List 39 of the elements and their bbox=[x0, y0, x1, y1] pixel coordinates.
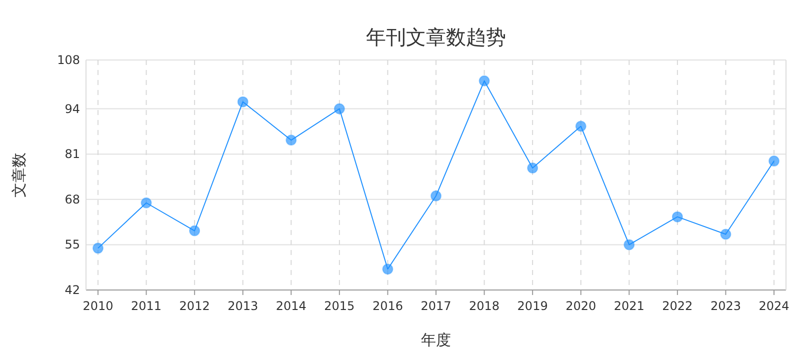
chart-title: 年刊文章数趋势 bbox=[366, 25, 506, 49]
point bbox=[382, 264, 394, 275]
y-tick-label: 55 bbox=[64, 238, 80, 252]
x-tick-label: 2015 bbox=[324, 299, 355, 313]
x-tick-label: 2024 bbox=[758, 299, 790, 313]
y-axis-title: 文章数 bbox=[10, 152, 28, 198]
x-tick-label: 2013 bbox=[228, 299, 258, 313]
point bbox=[527, 162, 538, 174]
point bbox=[189, 225, 200, 236]
point bbox=[140, 197, 152, 208]
x-tick-label: 2014 bbox=[276, 299, 306, 313]
y-tick-label: 42 bbox=[64, 283, 80, 297]
y-tick-label: 81 bbox=[64, 147, 80, 162]
point bbox=[478, 75, 490, 86]
y-tick-label: 68 bbox=[64, 192, 80, 206]
x-tick-label: 2021 bbox=[614, 299, 644, 313]
point bbox=[624, 239, 635, 250]
point bbox=[720, 228, 732, 240]
point bbox=[575, 120, 586, 132]
x-tick-label: 2012 bbox=[179, 299, 210, 313]
x-axis-title: 年度 bbox=[421, 331, 451, 349]
x-tick-label: 2011 bbox=[131, 299, 162, 313]
x-tick-label: 2022 bbox=[662, 299, 693, 313]
x-tick-label: 2018 bbox=[469, 299, 500, 313]
x-tick-label: 2016 bbox=[372, 299, 403, 313]
point bbox=[672, 211, 683, 222]
point bbox=[286, 134, 297, 146]
x-tick-label: 2010 bbox=[82, 299, 114, 313]
y-tick-label: 108 bbox=[57, 53, 80, 67]
point bbox=[768, 156, 780, 167]
point bbox=[334, 103, 345, 114]
x-tick-label: 2017 bbox=[420, 299, 452, 313]
x-tick-label: 2023 bbox=[710, 299, 741, 313]
x-tick-label: 2020 bbox=[566, 299, 596, 313]
point bbox=[430, 190, 442, 202]
x-tick-label: 2019 bbox=[517, 299, 548, 313]
y-tick-label: 94 bbox=[64, 102, 80, 116]
point bbox=[92, 242, 104, 254]
point bbox=[237, 96, 248, 108]
